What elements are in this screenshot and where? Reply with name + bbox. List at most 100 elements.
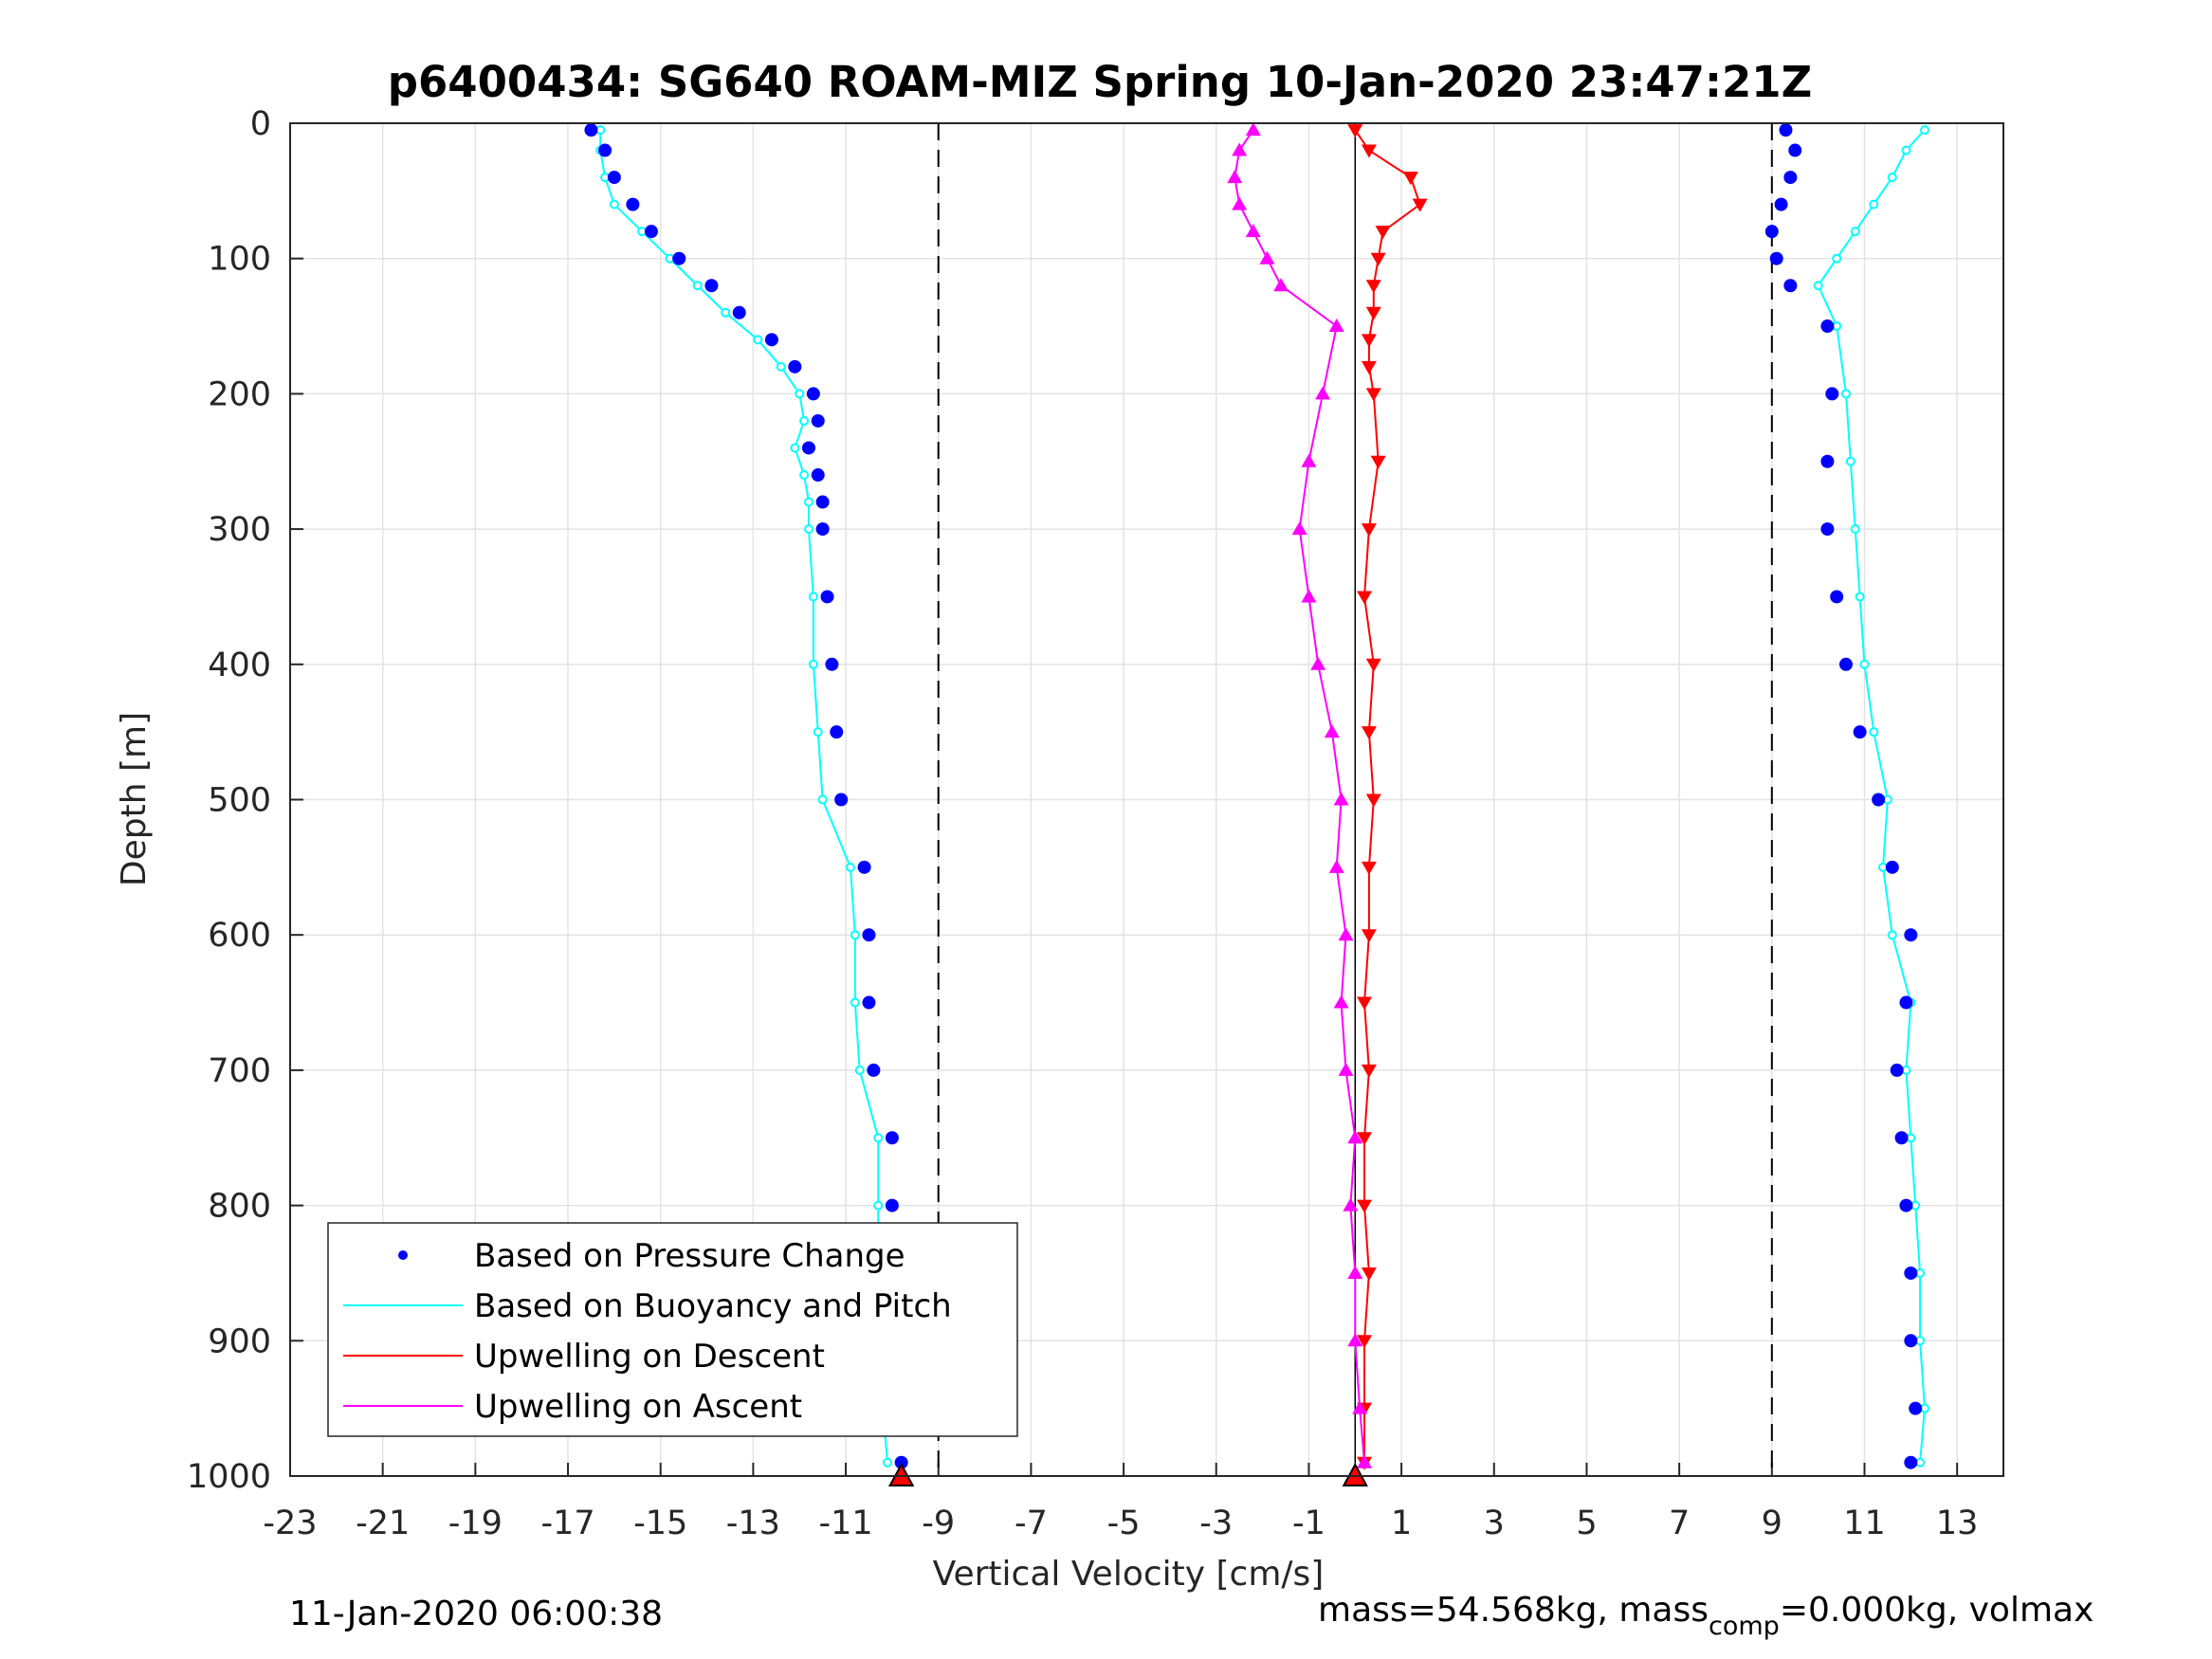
x-tick-label: -23 [263,1504,317,1542]
data-point [817,794,828,805]
data-point [799,415,810,426]
x-tick-label: -11 [818,1504,872,1542]
data-point [883,1457,893,1468]
data-point [1259,250,1275,264]
data-point [1890,1063,1904,1077]
data-point [1872,793,1886,807]
y-tick-label: 300 [208,511,271,549]
y-tick-label: 1000 [187,1458,271,1496]
data-point [1375,226,1391,240]
legend-label-buoyancy: Based on Buoyancy and Pitch [474,1287,952,1325]
data-point [1357,1199,1373,1213]
data-point [1232,196,1248,210]
data-point [1850,524,1860,535]
chart-title: p6400434: SG640 ROAM-MIZ Spring 10-Jan-2… [388,57,1812,107]
x-axis-label: Vertical Velocity [cm/s] [933,1555,1325,1594]
data-point [1357,996,1373,1011]
data-point [1343,1197,1359,1212]
data-point [845,862,855,872]
series-2 [1764,123,1923,1469]
legend-label-descent: Upwelling on Descent [474,1338,825,1376]
y-tick-label: 0 [250,105,271,143]
data-point [1347,1130,1363,1144]
data-point [1838,657,1853,671]
data-point [1769,251,1783,265]
legend-label-pressure: Based on Pressure Change [474,1237,905,1275]
data-point [1855,592,1865,602]
data-point [1328,319,1344,333]
data-point [850,930,860,940]
data-point [1324,724,1340,738]
data-point [1232,142,1248,156]
legend-box [327,1222,1018,1437]
data-point [1904,928,1918,942]
footer-mass-part1: mass=54.568kg, mass [1318,1591,1709,1630]
data-point [1402,172,1418,186]
data-point [607,171,621,185]
data-point [1779,123,1793,137]
data-point [764,333,778,347]
y-tick-label: 900 [208,1322,271,1360]
x-tick-label: -21 [356,1504,410,1542]
data-point [1361,144,1377,158]
y-tick-label: 500 [208,782,271,820]
y-tick-label: 400 [208,647,271,684]
data-point [1840,389,1851,399]
data-point [815,495,830,509]
data-point [1894,1131,1909,1145]
x-tick-label: -9 [922,1504,955,1542]
data-point [808,659,818,669]
data-point [1301,589,1317,603]
data-point [1845,456,1856,466]
data-point [1347,1265,1363,1279]
data-point [1365,793,1381,808]
data-point [1245,224,1261,238]
data-point [862,928,876,942]
x-tick-label: -7 [1015,1504,1048,1542]
data-point [1315,386,1331,400]
data-point [1333,994,1349,1009]
data-point [1361,360,1377,374]
data-point [1909,1401,1923,1415]
data-point [672,251,686,265]
data-point [1904,1455,1918,1469]
data-point [1365,388,1381,402]
data-point [1887,930,1897,940]
data-point [1357,1132,1373,1146]
data-point [813,727,823,738]
data-point [692,281,703,291]
x-tick-label: 3 [1484,1504,1505,1542]
legend: Based on Pressure Change Based on Buoyan… [327,1222,1018,1437]
series-5 [1227,122,1373,1468]
data-point [1361,334,1377,348]
data-point [1370,455,1386,469]
data-point [1310,656,1326,670]
data-point [1227,170,1243,184]
x-tick-label: 13 [1936,1504,1979,1542]
data-point [1901,145,1911,155]
legend-swatch-pressure [398,1250,408,1260]
data-point [1291,521,1307,536]
data-point [1820,319,1835,334]
x-tick-label: 1 [1391,1504,1412,1542]
data-point [862,995,876,1010]
data-point [584,123,598,137]
data-point [825,657,839,671]
data-point [801,441,815,455]
data-point [1357,591,1373,605]
data-point [1347,124,1363,138]
data-point [799,470,810,481]
data-point [1273,278,1289,292]
data-point [1774,197,1788,211]
data-point [1850,227,1860,237]
data-point [753,335,763,345]
data-point [776,361,786,372]
data-point [1245,122,1261,137]
data-point [1347,1333,1363,1347]
data-point [1357,1454,1373,1468]
data-point [644,225,658,239]
x-tick-label: -5 [1107,1504,1141,1542]
data-point [850,997,860,1008]
data-point [1361,929,1377,943]
